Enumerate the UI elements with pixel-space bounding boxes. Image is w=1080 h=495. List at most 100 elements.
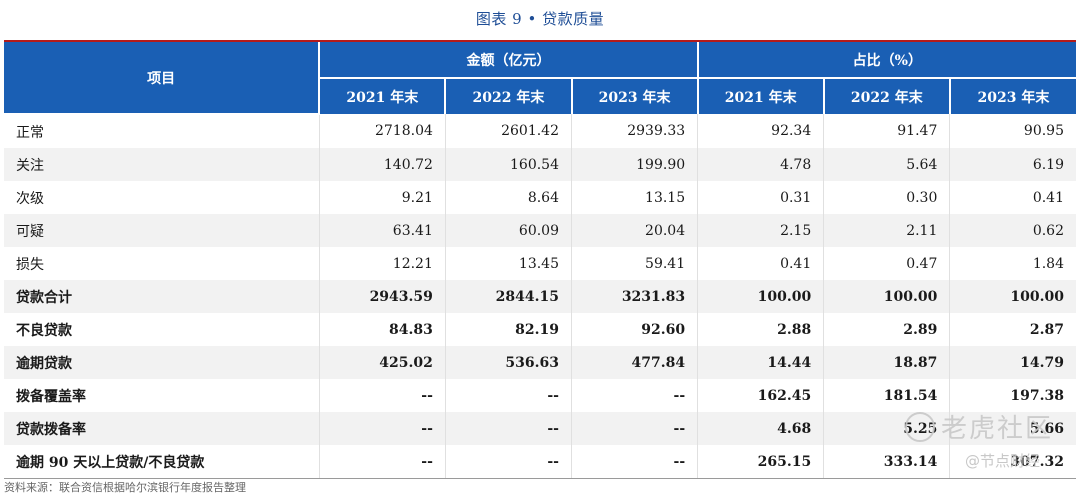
row-label: 不良贷款	[16, 322, 72, 339]
table-cell: 2.89	[823, 313, 950, 346]
table-cell: 92.34	[697, 114, 824, 148]
row-label: 拨备覆盖率	[16, 388, 86, 405]
table-row: 可疑 63.41 60.09 20.04 2.15 2.11 0.62	[4, 214, 1076, 247]
row-label: 贷款合计	[4, 280, 320, 313]
table-row: 拨备覆盖率 -- -- -- 162.45 181.54 197.38	[4, 379, 1076, 412]
column-header-year: 2022 年末	[444, 78, 572, 114]
table-cell: 160.54	[444, 148, 572, 181]
table-cell: 5.64	[823, 148, 950, 181]
table-cell: 0.47	[823, 247, 950, 280]
table-cell: 60.09	[444, 214, 572, 247]
table-cell: 265.15	[697, 445, 824, 478]
column-group-ratio: 占比（%）	[696, 42, 1076, 79]
table-cell: --	[444, 379, 572, 412]
table-cell: 333.14	[823, 445, 950, 478]
source-note: 资料来源：联合资信根据哈尔滨银行年度报告整理	[4, 481, 246, 494]
column-header-year: 2021 年末	[696, 78, 824, 114]
table-cell: --	[570, 379, 698, 412]
table-cell: 9.21	[318, 181, 446, 214]
table-cell: 92.60	[570, 313, 698, 346]
table-cell: --	[444, 445, 572, 478]
table-cell: 2.88	[697, 313, 824, 346]
top-rule	[4, 40, 1076, 42]
table-cell: 4.68	[697, 412, 824, 445]
row-label: 正常	[16, 124, 44, 141]
table-cell: 2718.04	[318, 114, 446, 148]
table-cell: 100.00	[697, 280, 824, 313]
table-cell: --	[570, 412, 698, 445]
column-header-year: 2023 年末	[948, 78, 1076, 114]
table-cell: 0.41	[949, 181, 1076, 214]
table-row: 不良贷款 84.83 82.19 92.60 2.88 2.89 2.87	[4, 313, 1076, 346]
table-cell: 20.04	[570, 214, 698, 247]
table-cell: --	[318, 445, 446, 478]
table-cell: 2601.42	[444, 114, 572, 148]
table-cell: 2939.33	[570, 114, 698, 148]
table-cell: 199.90	[570, 148, 698, 181]
table-cell: 2.87	[949, 313, 1076, 346]
table-cell: 425.02	[318, 346, 446, 379]
table-cell: --	[570, 445, 698, 478]
tiger-logo-icon	[905, 411, 935, 442]
bottom-rule	[4, 478, 1076, 479]
column-header-year: 2023 年末	[570, 78, 698, 114]
table-cell: 3231.83	[570, 280, 698, 313]
table-row: 关注 140.72 160.54 199.90 4.78 5.64 6.19	[4, 148, 1076, 181]
table-cell: 13.15	[570, 181, 698, 214]
table-cell: 100.00	[949, 280, 1076, 313]
table-cell: 82.19	[444, 313, 572, 346]
table-cell: 63.41	[318, 214, 446, 247]
table-cell: 0.62	[949, 214, 1076, 247]
table-cell: 5.66	[949, 412, 1076, 445]
row-label: 贷款拨备率	[4, 412, 320, 445]
watermark-brand: 老虎社区	[905, 408, 1053, 445]
table-cell: 2.11	[823, 214, 950, 247]
table-cell: 90.95	[949, 114, 1076, 148]
table-cell: 307.32	[949, 445, 1076, 478]
row-label: 逾期 90 天以上贷款/不良贷款	[16, 454, 205, 471]
table-cell: 13.45	[444, 247, 572, 280]
table-cell: 181.54	[823, 379, 950, 412]
table-cell: 6.19	[949, 148, 1076, 181]
table-cell: 0.31	[697, 181, 824, 214]
row-label: 关注	[4, 148, 320, 181]
table-cell: --	[444, 412, 572, 445]
column-header-item: 项目	[4, 42, 320, 115]
row-label: 次级	[16, 190, 44, 207]
table-cell: 14.44	[697, 346, 824, 379]
table-cell: 59.41	[570, 247, 698, 280]
table-cell: --	[318, 379, 446, 412]
table-cell: 4.78	[697, 148, 824, 181]
table-cell: 162.45	[697, 379, 824, 412]
column-group-amount: 金额（亿元）	[318, 42, 698, 79]
table-cell: 14.79	[949, 346, 1076, 379]
table-cell: 477.84	[570, 346, 698, 379]
row-label: 可疑	[4, 214, 320, 247]
column-header-year: 2021 年末	[318, 78, 446, 114]
table-cell: 2943.59	[318, 280, 446, 313]
table-cell: 12.21	[318, 247, 446, 280]
row-label: 逾期贷款	[4, 346, 320, 379]
table-cell: 2.15	[697, 214, 824, 247]
table-body: 正常 2718.04 2601.42 2939.33 92.34 91.47 90.95 关注…	[4, 114, 1076, 478]
table-cell: 536.63	[444, 346, 572, 379]
table-cell: 100.00	[823, 280, 950, 313]
table-cell: 0.41	[697, 247, 824, 280]
table-row: 贷款拨备率 -- -- -- 4.68 5.25 5.66	[4, 412, 1076, 445]
table-cell: 8.64	[444, 181, 572, 214]
table-row: 贷款合计 2943.59 2844.15 3231.83 100.00 100.00 100…	[4, 280, 1076, 313]
table-cell: 84.83	[318, 313, 446, 346]
table-row: 逾期贷款 425.02 536.63 477.84 14.44 18.87 14.79	[4, 346, 1076, 379]
table-cell: --	[318, 412, 446, 445]
loan-quality-table: 项目 金额（亿元） 占比（%） 2021 年末 2022 年末 2023 年末 …	[4, 42, 1076, 478]
table-row: 次级 9.21 8.64 13.15 0.31 0.30 0.41	[4, 181, 1076, 214]
table-cell: 0.30	[823, 181, 950, 214]
table-row: 逾期 90 天以上贷款/不良贷款 -- -- -- 265.15 333.14 307.32	[4, 445, 1076, 478]
table-row: 正常 2718.04 2601.42 2939.33 92.34 91.47 90.95	[4, 114, 1076, 148]
table-cell: 2844.15	[444, 280, 572, 313]
table-cell: 18.87	[823, 346, 950, 379]
row-label: 损失	[16, 256, 44, 273]
table-cell: 91.47	[823, 114, 950, 148]
table-cell: 1.84	[949, 247, 1076, 280]
watermark-brand-text: 老虎社区	[941, 414, 1054, 444]
